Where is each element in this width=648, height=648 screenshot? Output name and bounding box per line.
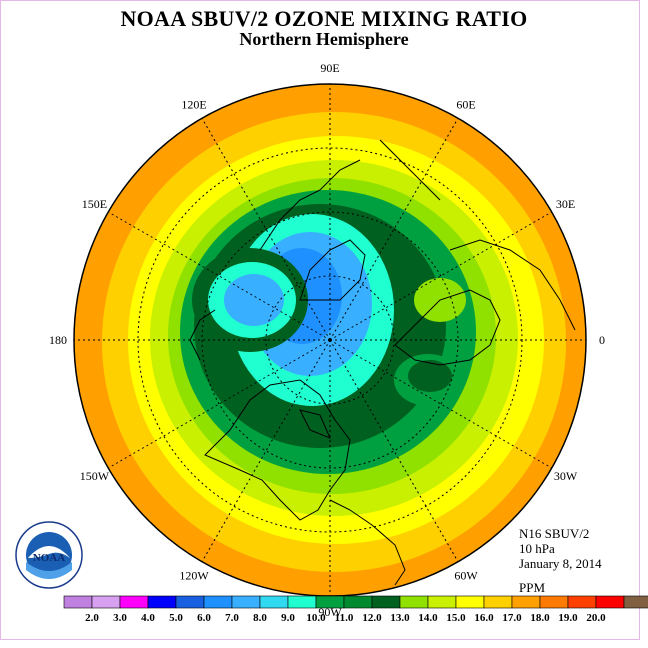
colorbar-swatch — [399, 595, 429, 609]
colorbar-tick-label: 17.0 — [502, 612, 522, 624]
graticule — [74, 84, 586, 596]
longitude-label: 60E — [456, 97, 475, 111]
longitude-label: 30W — [554, 469, 578, 483]
coastline — [329, 499, 406, 586]
ozone-lobe — [408, 360, 452, 392]
colorbar-swatch — [567, 595, 597, 609]
colorbar-tick-label: 20.0 — [586, 612, 606, 624]
colorbar-swatch — [539, 595, 569, 609]
longitude-label: 90E — [320, 61, 339, 75]
colorbar-swatch — [231, 595, 261, 609]
figure-border — [0, 0, 640, 640]
colorbar-tick-label: 4.0 — [141, 612, 155, 624]
coastline — [259, 159, 361, 251]
colorbar-swatch — [175, 595, 205, 609]
longitude-label: 60W — [454, 569, 478, 583]
ozone-lobe — [224, 274, 284, 326]
colorbar-tick-label: 6.0 — [197, 612, 211, 624]
map-subtitle: Northern Hemisphere — [239, 29, 409, 49]
colorbar-swatch — [427, 595, 457, 609]
colorbar-tick-label: 14.0 — [418, 612, 438, 624]
colorbar-swatch — [63, 595, 93, 609]
longitude-label: 180 — [49, 333, 67, 347]
coastline — [379, 139, 441, 201]
colorbar-tick-label: 10.0 — [306, 612, 326, 624]
pressure-level-label: 10 hPa — [519, 541, 555, 556]
map-title: NOAA SBUV/2 OZONE MIXING RATIO — [120, 6, 528, 31]
colorbar-swatch — [595, 595, 625, 609]
colorbar-swatch — [147, 595, 177, 609]
latitude-circle — [201, 211, 459, 469]
longitude-label: 90W — [318, 605, 342, 619]
colorbar-tick-label: 13.0 — [390, 612, 410, 624]
colorbar-tick-label: 16.0 — [474, 612, 494, 624]
colorbar-swatch — [511, 595, 541, 609]
instrument-label: N16 SBUV/2 — [519, 526, 590, 541]
longitude-label: 120E — [181, 97, 206, 111]
longitude-label: 30E — [556, 197, 575, 211]
colorbar-tick-label: 8.0 — [253, 612, 267, 624]
noaa-logo-text: NOAA — [33, 552, 65, 564]
longitude-label: 0 — [599, 333, 605, 347]
coastlines — [189, 139, 576, 586]
colorbar-swatch — [371, 595, 401, 609]
coastline — [299, 409, 331, 439]
colorbar-swatch — [91, 595, 121, 609]
colorbar: 2.0 3.0 4.0 5.0 6.0 7.0 8.0 9.0 10.0 11.0 12.0 13.0… — [63, 595, 648, 624]
colorbar-swatch — [483, 595, 513, 609]
colorbar-tick-label: 5.0 — [169, 612, 183, 624]
coastline — [449, 239, 576, 331]
colorbar-tick-label: 2.0 — [85, 612, 99, 624]
colorbar-swatch — [287, 595, 317, 609]
colorbar-tick-label: 3.0 — [113, 612, 127, 624]
noaa-logo: NOAA — [15, 521, 83, 589]
coastline — [189, 309, 216, 361]
colorbar-tick-label: 12.0 — [362, 612, 382, 624]
colorbar-swatch — [259, 595, 289, 609]
coastline — [394, 289, 501, 366]
longitude-label: 120W — [179, 569, 209, 583]
colorbar-tick-label: 11.0 — [335, 612, 354, 624]
coastline — [299, 239, 366, 301]
colorbar-tick-label: 18.0 — [530, 612, 550, 624]
coastline — [204, 379, 351, 521]
colorbar-swatch — [455, 595, 485, 609]
longitude-label: 150E — [82, 197, 107, 211]
latitude-circle — [265, 275, 395, 405]
colorbar-tick-label: 9.0 — [281, 612, 295, 624]
colorbar-tick-label: 7.0 — [225, 612, 239, 624]
colorbar-swatch — [315, 595, 345, 609]
colorbar-swatch — [203, 595, 233, 609]
latitude-circle — [137, 147, 523, 533]
colorbar-swatch — [119, 595, 149, 609]
colorbar-swatch — [343, 595, 373, 609]
colorbar-swatch — [623, 595, 648, 609]
colorbar-tick-label: 15.0 — [446, 612, 466, 624]
date-label: January 8, 2014 — [519, 556, 602, 571]
units-label: PPM — [519, 580, 546, 595]
colorbar-tick-label: 19.0 — [558, 612, 578, 624]
longitude-label: 150W — [80, 469, 110, 483]
